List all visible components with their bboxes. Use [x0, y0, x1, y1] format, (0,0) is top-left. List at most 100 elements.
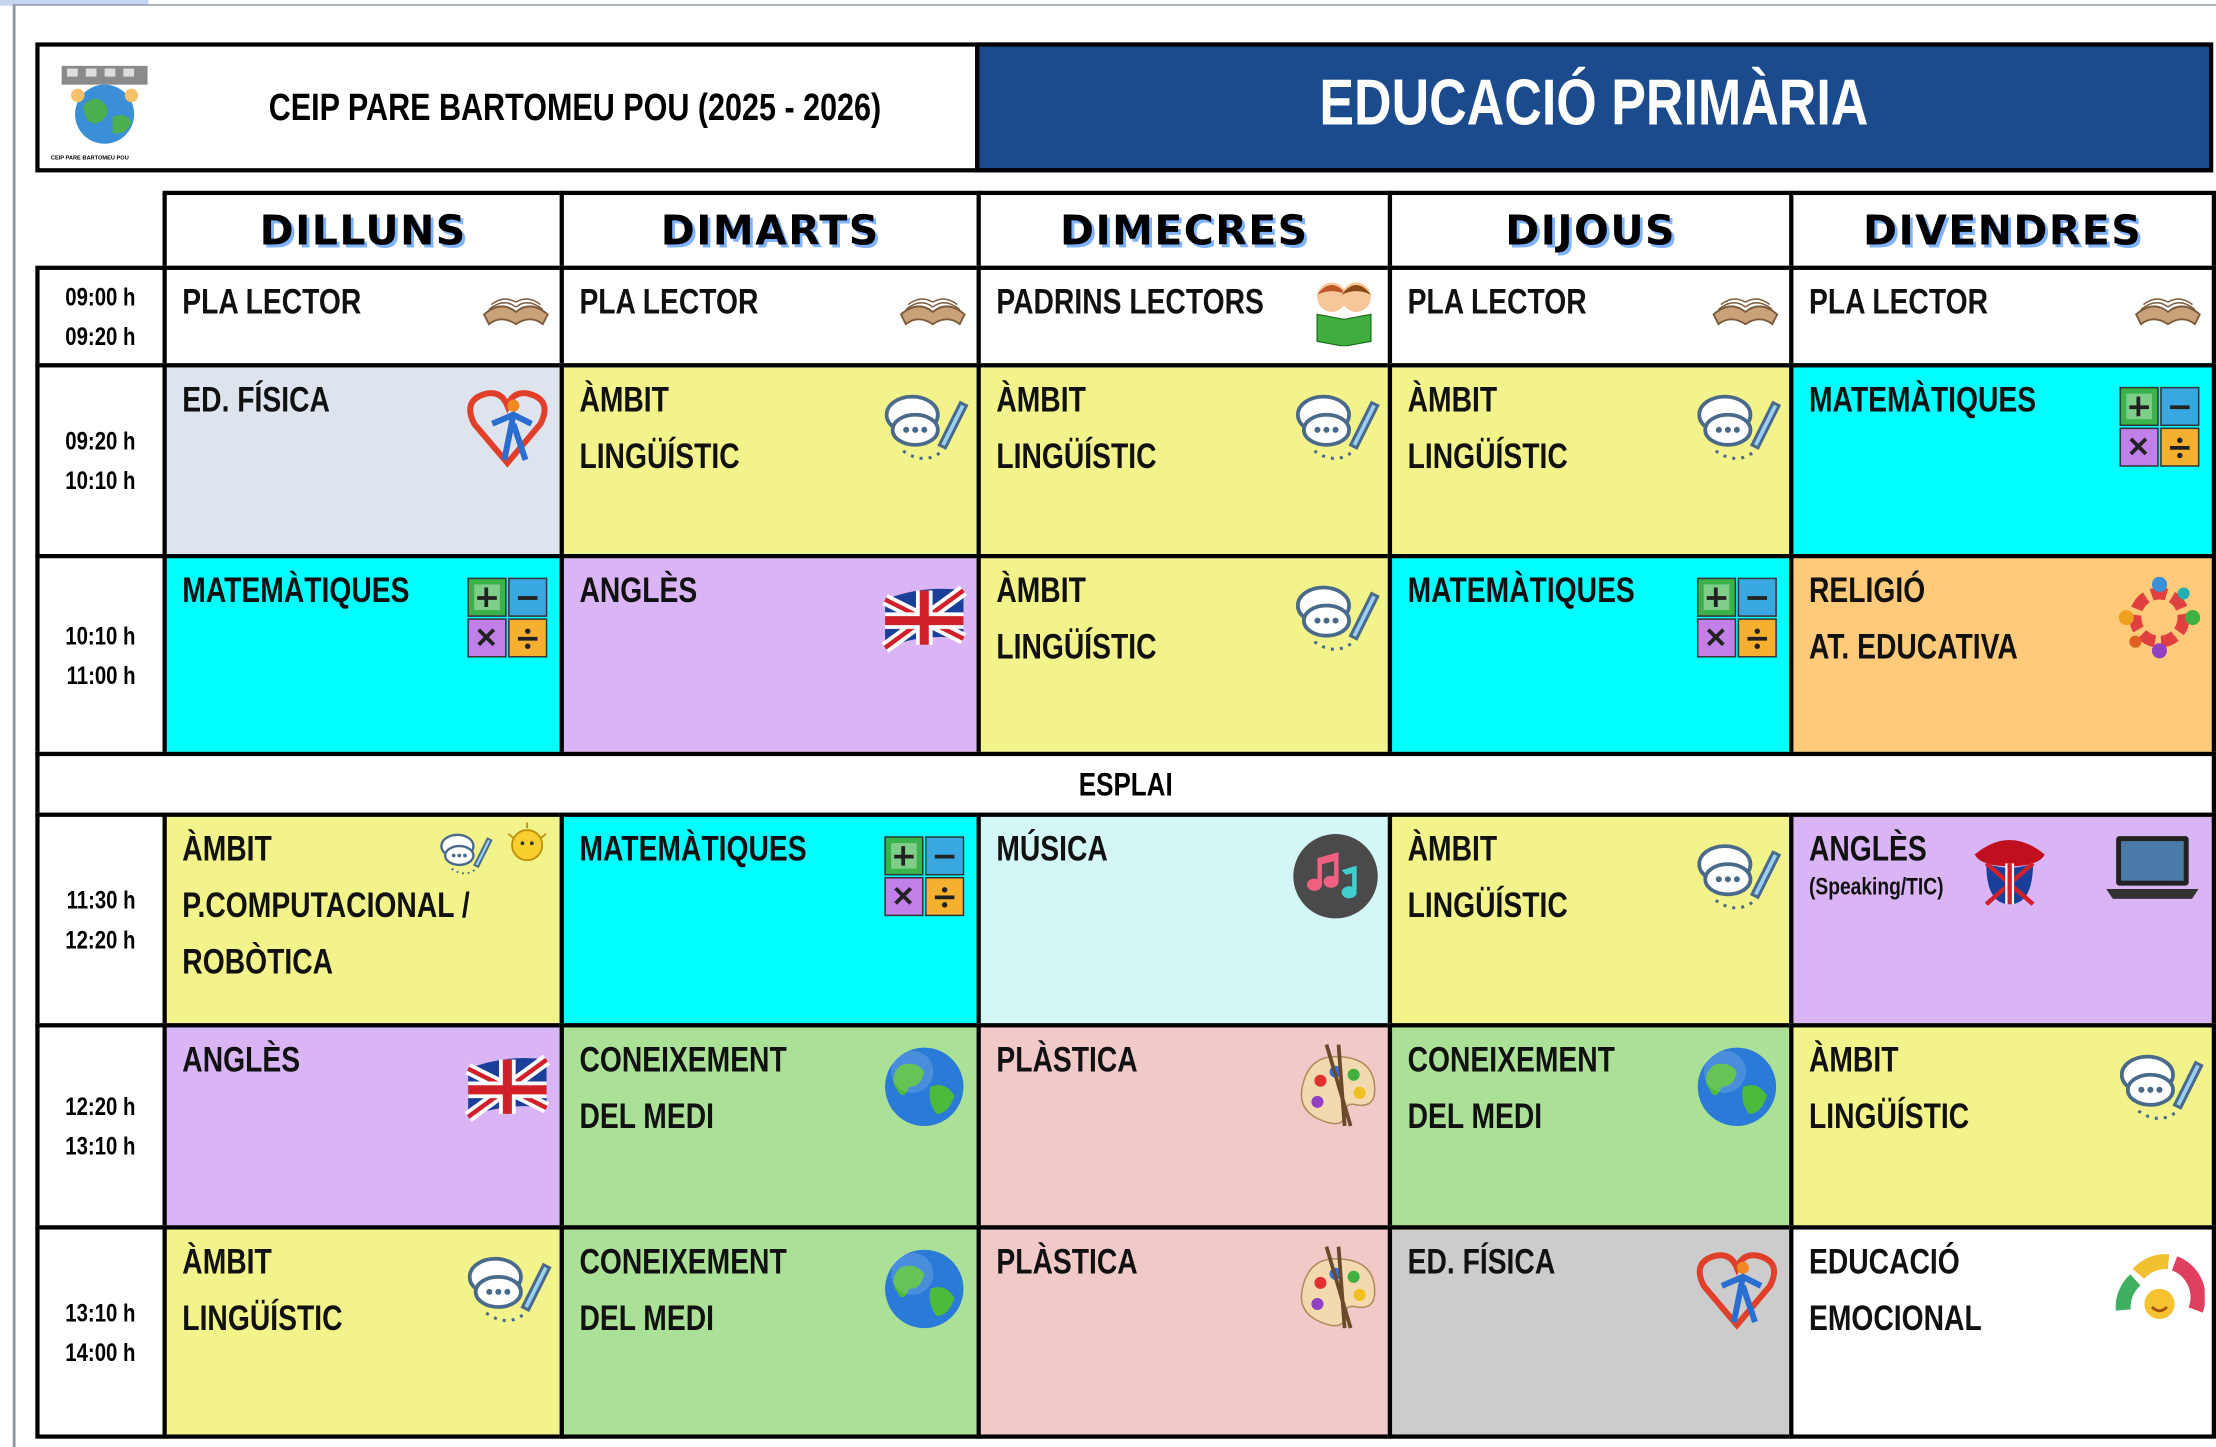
palette-icon	[1300, 1044, 1376, 1127]
subject-cell: MATEMÀTIQUES	[559, 812, 981, 1028]
chat-icon	[2119, 1054, 2204, 1120]
flag-icon	[881, 585, 968, 653]
subject-line: ÀMBIT	[1809, 1032, 2009, 1089]
time-text: 09:20 h	[65, 322, 137, 351]
subject-cell: ANGLÈS	[162, 1023, 564, 1230]
subject-lines: PLA LECTOR	[579, 274, 803, 331]
subject-text: ED. FÍSICA	[182, 380, 330, 420]
subject-cell: PLA LECTOR	[1387, 265, 1794, 368]
subject-cell: MATEMÀTIQUES	[1387, 553, 1794, 757]
subject-line: AT. EDUCATIVA	[1809, 619, 2070, 676]
subject-text: ÀMBIT	[182, 1242, 272, 1282]
laptop-icon	[2106, 836, 2199, 899]
page-frame	[12, 4, 2216, 1447]
subject-line: ÀMBIT	[1408, 372, 1608, 429]
subject-text: LINGÜÍSTIC	[1407, 436, 1568, 477]
tongue-icon	[1974, 839, 2045, 906]
subject-line: LINGÜÍSTIC	[182, 1290, 382, 1347]
time-line: 13:10 h	[40, 1292, 163, 1332]
subject-lines: ÀMBIT LINGÜÍSTIC	[996, 372, 1196, 485]
chat-icon	[1697, 844, 1782, 910]
logo-caption: CEIP PARE BARTOMEU POU	[50, 154, 129, 162]
subject-line: ANGLÈS	[1809, 821, 1977, 878]
time-line: 11:00 h	[40, 655, 163, 695]
subject-lines: CONEIXEMENT DEL MEDI	[579, 1234, 838, 1347]
subject-cell: ÀMBIT P.COMPUTACIONAL / ROBÒTICA	[162, 812, 564, 1028]
time-cell: 09:20 h 10:10 h	[35, 363, 167, 559]
subject-text: MATEMÀTIQUES	[182, 570, 410, 611]
subject-cell: ED. FÍSICA	[162, 363, 564, 559]
subject-line: ÀMBIT	[182, 1234, 382, 1291]
subject-cell: ÀMBIT LINGÜÍSTIC	[976, 363, 1393, 559]
chat-icon	[1697, 394, 1782, 460]
subject-cell: ANGLÈS (Speaking/TIC)	[1789, 812, 2216, 1028]
subject-line: LINGÜÍSTIC	[1809, 1088, 2009, 1145]
subject-text: ÀMBIT	[996, 570, 1086, 611]
subject-line: EMOCIONAL	[1809, 1290, 2025, 1347]
day-header: DIMARTS	[559, 190, 981, 270]
subject-lines: ANGLÈS (Speaking/TIC)	[1809, 821, 1977, 928]
globe-icon	[885, 1249, 964, 1329]
subject-lines: MATEMÀTIQUES	[1408, 562, 1692, 619]
time-line: 14:00 h	[40, 1332, 163, 1372]
subject-line: LINGÜÍSTIC	[996, 428, 1196, 485]
subject-text: EDUCACIÓ	[1808, 1242, 1960, 1282]
subject-line: DEL MEDI	[579, 1290, 838, 1347]
time-label: 09:20 h 10:10 h	[40, 421, 163, 500]
kids-icon	[1316, 282, 1372, 347]
subject-lines: MATEMÀTIQUES	[579, 821, 863, 878]
chat-icon	[467, 1256, 552, 1323]
subject-text: MATEMÀTIQUES	[579, 829, 807, 870]
subject-text: DEL MEDI	[579, 1298, 714, 1339]
subject-line: ED. FÍSICA	[182, 372, 367, 429]
subject-line: RELIGIÓ	[1809, 562, 2070, 619]
time-text: 11:00 h	[66, 660, 136, 689]
school-logo	[61, 65, 148, 144]
day-header: DIVENDRES	[1789, 190, 2216, 270]
subject-line: ROBÒTICA	[182, 934, 541, 991]
subject-lines: PLA LECTOR	[1408, 274, 1632, 331]
time-line: 09:20 h	[40, 317, 163, 357]
subject-cell: PLA LECTOR	[559, 265, 981, 368]
subject-text: CONEIXEMENT	[579, 1242, 787, 1282]
subject-lines: ÀMBIT LINGÜÍSTIC	[1408, 372, 1608, 485]
subject-cell: PLA LECTOR	[1789, 265, 2216, 368]
day-name: DIMECRES	[1060, 206, 1309, 255]
day-header: DIJOUS	[1387, 190, 1794, 270]
subject-lines: ÀMBIT LINGÜÍSTIC	[996, 562, 1196, 675]
day-name: DIMARTS	[660, 206, 880, 255]
subject-lines: ÀMBIT LINGÜÍSTIC	[1809, 1032, 2009, 1145]
subject-lines: PLÀSTICA	[996, 1234, 1173, 1291]
break-label: ESPLAI	[40, 756, 2212, 813]
subject-line: DEL MEDI	[1408, 1088, 1667, 1145]
book-icon	[1712, 298, 1779, 326]
subject-line: LINGÜÍSTIC	[996, 619, 1196, 676]
subject-text: LINGÜÍSTIC	[1808, 1096, 1970, 1137]
chat-icon	[884, 394, 969, 460]
subject-cell: ANGLÈS	[559, 553, 981, 757]
subject-text: PLÀSTICA	[996, 1242, 1138, 1282]
subject-cell: ÀMBIT LINGÜÍSTIC	[1387, 812, 1794, 1028]
subject-line: MATEMÀTIQUES	[1408, 562, 1692, 619]
subject-cell: PADRINS LECTORS	[976, 265, 1393, 368]
subject-lines: PLÀSTICA	[996, 1032, 1173, 1089]
header-title: EDUCACIÓ PRIMÀRIA	[1319, 65, 1869, 139]
subject-cell: ÀMBIT LINGÜÍSTIC	[559, 363, 981, 559]
subject-text: EMOCIONAL	[1808, 1298, 1982, 1339]
subject-cell: PLÀSTICA	[976, 1225, 1393, 1439]
math-icon	[467, 577, 548, 658]
subject-text: P.COMPUTACIONAL /	[182, 886, 470, 926]
subject-line: PLÀSTICA	[996, 1032, 1173, 1089]
time-line: 13:10 h	[40, 1126, 163, 1166]
subject-lines: ÀMBIT P.COMPUTACIONAL / ROBÒTICA	[182, 821, 541, 991]
time-cell: 09:00 h 09:20 h	[35, 265, 167, 368]
subject-text: AT. EDUCATIVA	[1808, 627, 2018, 668]
subject-line: ÀMBIT	[1408, 821, 1608, 878]
subject-text: MATEMÀTIQUES	[1407, 570, 1635, 611]
subject-line: ÀMBIT	[996, 562, 1196, 619]
subject-text: ROBÒTICA	[182, 942, 334, 983]
subject-text: PLA LECTOR	[579, 282, 759, 323]
time-line: 10:10 h	[40, 615, 163, 655]
day-header: DIMECRES	[976, 190, 1393, 270]
